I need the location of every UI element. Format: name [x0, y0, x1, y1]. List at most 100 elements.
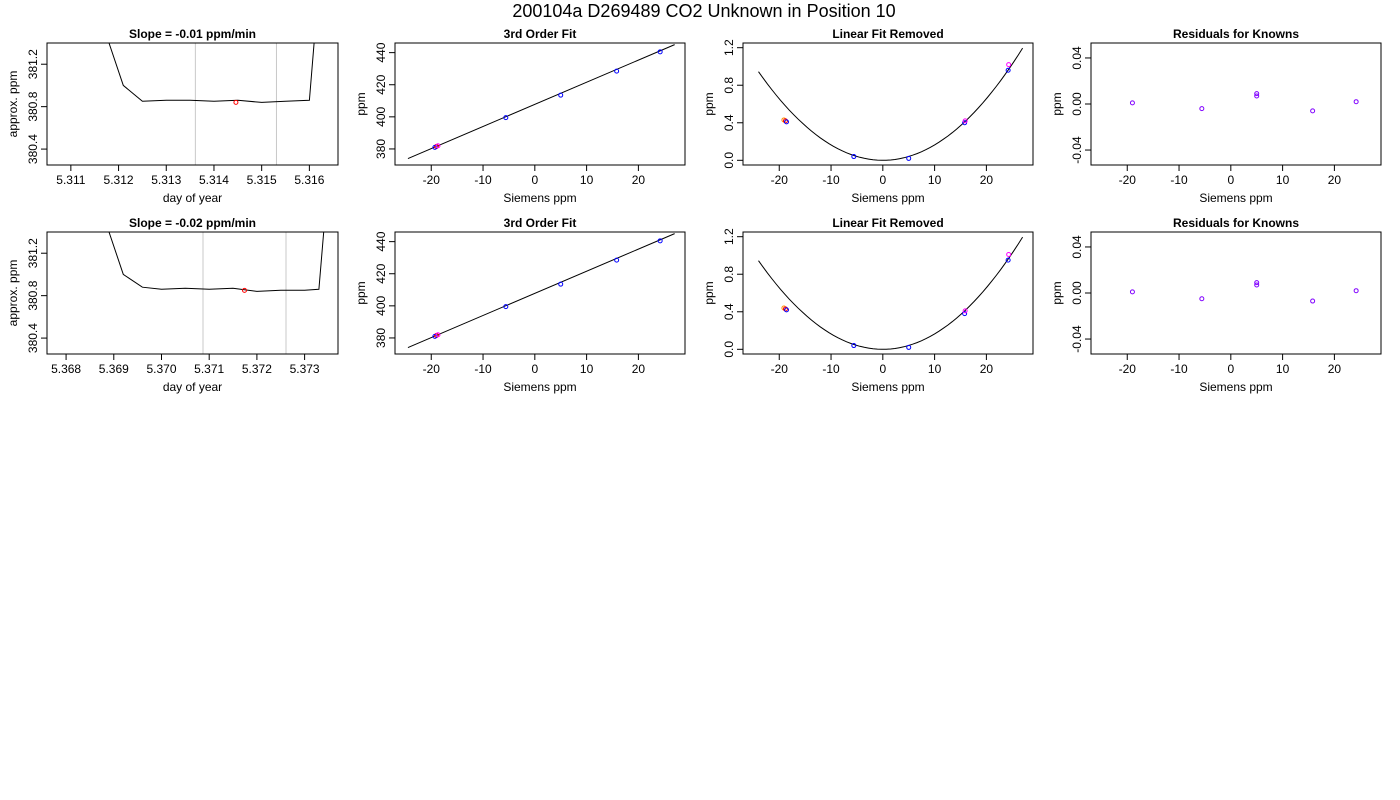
x-tick-label: 5.314	[199, 173, 229, 187]
x-axis-label: day of year	[163, 191, 222, 205]
fit-curve	[758, 47, 1024, 161]
x-tick-label: 5.316	[294, 173, 324, 187]
x-tick-label: -10	[1170, 173, 1188, 187]
x-tick-label: 20	[980, 173, 994, 187]
plot-frame	[742, 231, 1034, 355]
x-tick-label: -20	[423, 362, 441, 376]
y-tick-label: 400	[374, 296, 388, 316]
data-point	[962, 311, 968, 317]
y-tick-label: 440	[374, 42, 388, 62]
y-tick-label: 380.8	[26, 91, 40, 121]
x-tick-label: 20	[632, 173, 646, 187]
data-point	[435, 143, 441, 149]
y-tick-label: 380.4	[26, 323, 40, 353]
plot-frame	[46, 42, 339, 166]
fit-curve	[758, 236, 1024, 350]
x-axis-label: Siemens ppm	[503, 380, 576, 394]
y-tick-label: -0.04	[1070, 136, 1084, 164]
x-tick-label: 5.368	[51, 362, 81, 376]
data-point	[962, 308, 968, 314]
data-point	[1199, 296, 1205, 302]
series-line	[108, 232, 325, 292]
panel-title: Slope = -0.01 ppm/min	[129, 27, 256, 41]
x-tick-label: 5.369	[99, 362, 129, 376]
x-axis-label: day of year	[163, 380, 222, 394]
y-tick-label: 381.2	[26, 49, 40, 79]
data-point	[1254, 282, 1260, 288]
plot-frame	[394, 42, 686, 166]
plot-area	[758, 47, 1024, 161]
panel-title: Residuals for Knowns	[1173, 216, 1299, 230]
x-tick-label: 5.373	[290, 362, 320, 376]
x-tick-label: -20	[771, 173, 789, 187]
x-tick-label: 0	[531, 173, 538, 187]
chart-panel-6: -20 -10 0 10 20 380 400 420 440 3rd Order Fit Siem…	[354, 216, 686, 394]
data-point	[657, 49, 663, 55]
data-point	[1254, 93, 1260, 99]
data-point	[906, 155, 912, 161]
data-point	[503, 115, 509, 121]
data-point	[851, 343, 857, 349]
x-tick-label: 5.315	[247, 173, 277, 187]
fit-line	[407, 233, 675, 349]
data-point	[1129, 100, 1135, 106]
data-point	[558, 92, 564, 98]
chart-panel-1: 5.311 5.312 5.313 5.314 5.315 5.316 380.4 380.8…	[6, 27, 339, 205]
x-axis-label: Siemens ppm	[851, 191, 924, 205]
y-tick-label: 0.00	[1070, 281, 1084, 305]
y-tick-label: 400	[374, 107, 388, 127]
fit-line	[407, 44, 675, 160]
data-point	[1353, 288, 1359, 294]
data-point	[435, 332, 441, 338]
y-tick-label: 0.00	[1070, 92, 1084, 116]
chart-panel-8: -20 -10 0 10 20 -0.04 0.00 0.04 Residuals for Kn…	[1050, 216, 1382, 394]
y-axis-label: approx. ppm	[6, 71, 20, 138]
chart-panel-7: -20 -10 0 10 20 0.0 0.4 0.8 1.2 Linear Fit Remove…	[702, 216, 1034, 394]
x-tick-label: 10	[580, 362, 594, 376]
data-point	[784, 119, 789, 125]
y-axis-label: ppm	[702, 92, 716, 115]
x-tick-label: 5.313	[151, 173, 181, 187]
x-tick-label: 10	[1276, 362, 1290, 376]
y-tick-label: 0.4	[722, 114, 736, 131]
y-tick-label: 420	[374, 263, 388, 283]
x-tick-label: 10	[928, 362, 942, 376]
y-axis-label: ppm	[1050, 281, 1064, 304]
x-tick-label: 20	[1328, 362, 1342, 376]
y-tick-label: 0.0	[722, 152, 736, 169]
y-tick-label: 380	[374, 139, 388, 159]
x-tick-label: -20	[1119, 173, 1137, 187]
plot-area	[108, 43, 315, 165]
panel-title: Slope = -0.02 ppm/min	[129, 216, 256, 230]
x-tick-label: -10	[474, 362, 492, 376]
plot-frame	[742, 42, 1034, 166]
y-tick-label: 0.04	[1070, 46, 1084, 70]
y-axis-label: ppm	[1050, 92, 1064, 115]
data-point	[1005, 67, 1011, 73]
y-tick-label: 0.8	[722, 77, 736, 94]
data-point	[614, 68, 620, 74]
data-point	[657, 238, 663, 244]
x-axis-label: Siemens ppm	[503, 191, 576, 205]
data-point	[1006, 62, 1012, 68]
x-tick-label: 5.372	[242, 362, 272, 376]
panel-grid: 5.311 5.312 5.313 5.314 5.315 5.316 380.4 380.8…	[6, 27, 1382, 394]
y-tick-label: -0.04	[1070, 325, 1084, 353]
chart-panel-2: -20 -10 0 10 20 380 400 420 440 3rd Order Fit Siem…	[354, 27, 686, 205]
data-point	[1129, 289, 1135, 295]
data-point	[233, 99, 239, 105]
x-tick-label: 0	[1227, 362, 1234, 376]
x-tick-label: -10	[474, 173, 492, 187]
series-line	[108, 43, 315, 103]
panel-title: Linear Fit Removed	[832, 27, 943, 41]
data-point	[241, 287, 247, 293]
panel-title: Linear Fit Removed	[832, 216, 943, 230]
y-axis-label: ppm	[702, 281, 716, 304]
data-point	[503, 304, 509, 310]
y-tick-label: 380.4	[26, 134, 40, 164]
x-tick-label: -20	[423, 173, 441, 187]
data-point	[1310, 108, 1316, 114]
y-tick-label: 380	[374, 328, 388, 348]
x-tick-label: 20	[1328, 173, 1342, 187]
plot-area	[407, 233, 675, 349]
